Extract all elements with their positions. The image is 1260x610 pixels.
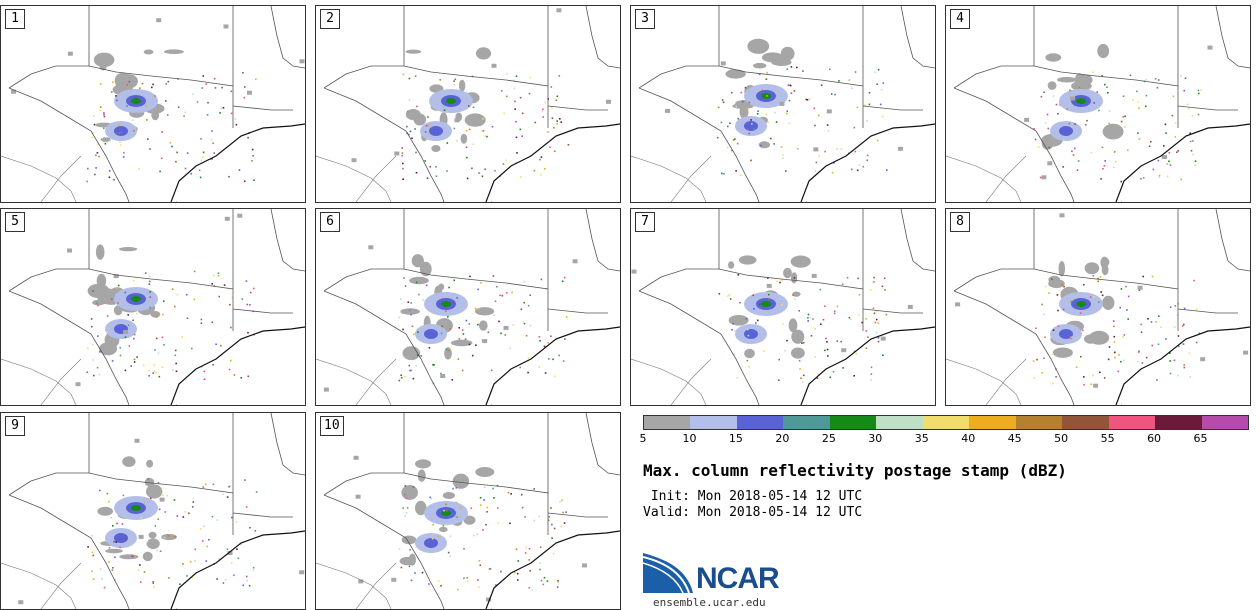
panel-number: 3	[635, 9, 655, 29]
colorbar-tick-label: 25	[821, 432, 836, 445]
colorbar-bin-4	[829, 416, 877, 429]
panel-number: 6	[320, 212, 340, 232]
member-panel-2: 2	[315, 5, 621, 203]
reflectivity-map	[316, 209, 620, 405]
colorbar-tick-label: 20	[775, 432, 790, 445]
colorbar-ticks: 5 10 15 20 25 30 35 40 45 50 55 60 65	[639, 432, 1249, 446]
panel-number: 1	[5, 9, 25, 29]
colorbar-bin-0	[644, 416, 691, 429]
member-panel-5: 5	[0, 208, 306, 406]
member-panel-10: 10	[315, 412, 621, 610]
init-time: Init: Mon 2018-05-14 12 UTC	[643, 489, 863, 504]
colorbar-tick-label: 50	[1054, 432, 1069, 445]
valid-time: Valid: Mon 2018-05-14 12 UTC	[643, 505, 863, 520]
member-panel-6: 6	[315, 208, 621, 406]
reflectivity-map	[316, 413, 620, 609]
member-panel-8: 8	[945, 208, 1251, 406]
site-url[interactable]: ensemble.ucar.edu	[653, 596, 766, 609]
member-panel-4: 4	[945, 5, 1251, 203]
colorbar-bin-12	[1201, 416, 1249, 429]
member-panel-3: 3	[630, 5, 936, 203]
figure-title: Max. column reflectivity postage stamp (…	[643, 461, 1067, 480]
panel-number: 4	[950, 9, 970, 29]
reflectivity-map	[631, 209, 935, 405]
panel-number: 8	[950, 212, 970, 232]
colorbar-bin-3	[783, 416, 830, 429]
colorbar-tick-label: 60	[1147, 432, 1162, 445]
colorbar-bin-1	[690, 416, 737, 429]
member-panel-9: 9	[0, 412, 306, 610]
reflectivity-map	[1, 413, 305, 609]
colorbar	[643, 415, 1249, 430]
colorbar-bin-7	[969, 416, 1016, 429]
colorbar-tick-label: 65	[1193, 432, 1208, 445]
panel-number: 10	[320, 416, 344, 436]
colorbar-bin-5	[876, 416, 923, 429]
colorbar-tick-label: 55	[1100, 432, 1115, 445]
ncar-logo-text: NCAR	[696, 562, 780, 595]
reflectivity-map	[1, 209, 305, 405]
colorbar-tick-label: 40	[961, 432, 976, 445]
colorbar-tick-label: 35	[914, 432, 929, 445]
reflectivity-map	[1, 6, 305, 202]
member-panel-7: 7	[630, 208, 936, 406]
reflectivity-map	[946, 209, 1250, 405]
colorbar-tick-label: 45	[1007, 432, 1022, 445]
member-panel-1: 1	[0, 5, 306, 203]
colorbar-tick-label: 30	[868, 432, 883, 445]
panel-number: 5	[5, 212, 25, 232]
colorbar-tick-label: 15	[728, 432, 743, 445]
reflectivity-map	[631, 6, 935, 202]
ncar-logo-icon	[643, 553, 693, 593]
colorbar-bin-6	[922, 416, 970, 429]
reflectivity-map	[316, 6, 620, 202]
panel-number: 7	[635, 212, 655, 232]
colorbar-tick-label: 5	[639, 432, 647, 445]
colorbar-bin-11	[1155, 416, 1202, 429]
colorbar-bin-2	[736, 416, 784, 429]
colorbar-tick-label: 10	[682, 432, 697, 445]
panel-number: 9	[5, 416, 25, 436]
reflectivity-map	[946, 6, 1250, 202]
colorbar-bin-8	[1015, 416, 1063, 429]
colorbar-bin-10	[1108, 416, 1156, 429]
colorbar-bin-9	[1062, 416, 1109, 429]
panel-number: 2	[320, 9, 340, 29]
